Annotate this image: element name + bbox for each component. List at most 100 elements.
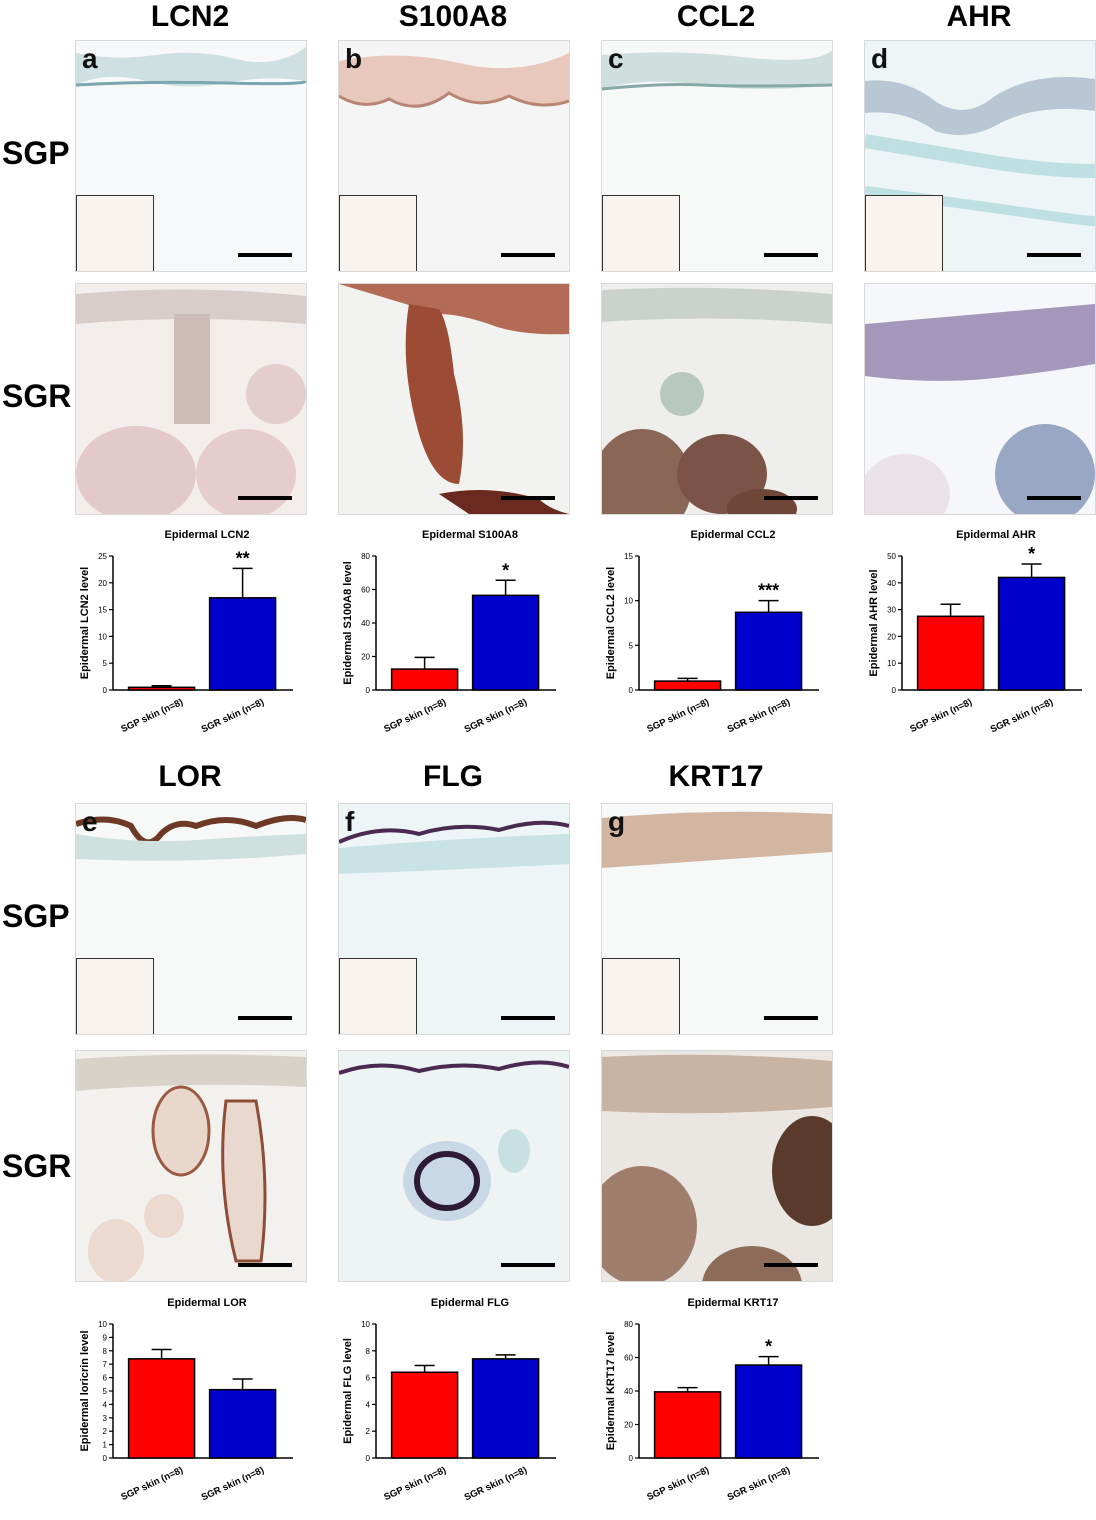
tissue-image <box>339 53 569 108</box>
panel-letter: a <box>82 43 98 74</box>
y-tick-label: 4 <box>366 1400 371 1409</box>
bar-chart-lcn2: Epidermal LCN2 Epidermal LCN2 level 0 5 10 15… <box>75 522 305 747</box>
chart-svg: Epidermal LOR Epidermal loricrin level 0 1 2… <box>79 1297 293 1504</box>
bar <box>734 611 803 691</box>
row-label-sgr-top: SGR <box>2 378 72 414</box>
bar-chart-s100a8: Epidermal S100A8 Epidermal S100A8 level 0 2… <box>338 522 568 747</box>
row-label-sgp-top: SGP <box>2 135 70 171</box>
bar-chart-ccl2: Epidermal CCL2 Epidermal CCL2 level 0 5 10 15… <box>601 522 831 747</box>
x-category-label: SGR skin (n=8) <box>463 697 529 736</box>
y-tick-label: 2 <box>103 1427 108 1436</box>
row-label-sgp-bottom: SGP <box>2 898 70 934</box>
negative-control-inset <box>76 958 154 1034</box>
y-tick-label: 6 <box>366 1374 371 1383</box>
chart-title: Epidermal LCN2 <box>165 529 250 541</box>
y-tick-label: 0 <box>366 1454 371 1463</box>
y-tick-label: 8 <box>103 1347 108 1356</box>
negative-control-inset <box>602 958 680 1034</box>
tissue-image <box>339 1060 569 1221</box>
micrograph-flg-sgr <box>338 1050 570 1282</box>
y-tick-label: 10 <box>624 597 633 606</box>
negative-control-inset <box>339 195 417 271</box>
bar-chart-lor: Epidermal LOR Epidermal loricrin level 0 1 2… <box>75 1290 305 1515</box>
y-tick-label: 20 <box>887 632 896 641</box>
chart-svg: Epidermal AHR Epidermal AHR level 0 10 20 30 4… <box>868 529 1082 735</box>
scale-bar <box>764 1016 818 1020</box>
x-category-label: SGR skin (n=8) <box>200 697 266 736</box>
panel-title-krt17: KRT17 <box>668 760 764 793</box>
tissue-image <box>339 820 569 874</box>
micrograph-ccl2-sgp: c <box>601 40 833 272</box>
scale-bar <box>238 253 292 257</box>
x-category-label: SGP skin (n=8) <box>645 1465 710 1503</box>
y-axis-label: Epidermal CCL2 level <box>605 567 617 680</box>
chart-title: Epidermal KRT17 <box>687 1297 778 1309</box>
micrograph-krt17-sgp: g <box>601 803 833 1035</box>
y-tick-label: 30 <box>887 606 896 615</box>
y-tick-label: 80 <box>361 552 370 561</box>
chart-title: Epidermal S100A8 <box>422 529 518 541</box>
scale-bar <box>764 1263 818 1267</box>
panel-title-flg: FLG <box>423 760 483 793</box>
y-tick-label: 5 <box>103 1387 108 1396</box>
y-tick-label: 10 <box>887 659 896 668</box>
bar <box>390 668 459 691</box>
tissue-image <box>76 47 306 87</box>
scale-bar <box>238 1016 292 1020</box>
bar-chart-ahr: Epidermal AHR Epidermal AHR level 0 10 20 30 4… <box>864 522 1094 747</box>
chart-title: Epidermal LOR <box>167 1297 247 1309</box>
panel-letter: c <box>608 43 624 74</box>
bar <box>916 615 985 691</box>
tissue-image <box>76 289 306 514</box>
chart-svg: Epidermal LCN2 Epidermal LCN2 level 0 5 10 15… <box>79 529 293 736</box>
tissue-image <box>865 304 1095 514</box>
y-tick-label: 4 <box>103 1400 108 1409</box>
micrograph-ahr-sgr <box>864 283 1096 515</box>
scale-bar <box>238 1263 292 1267</box>
tissue-image <box>602 811 832 868</box>
scale-bar <box>238 496 292 500</box>
y-tick-label: 8 <box>366 1347 371 1356</box>
y-tick-label: 50 <box>887 552 896 561</box>
y-axis-label: Epidermal S100A8 level <box>342 561 354 685</box>
y-tick-label: 0 <box>629 1454 634 1463</box>
chart-svg: Epidermal S100A8 Epidermal S100A8 level 0 2… <box>342 529 556 736</box>
micrograph-ccl2-sgr <box>601 283 833 515</box>
bar <box>734 1364 803 1459</box>
x-category-label: SGP skin (n=8) <box>908 697 973 735</box>
y-axis-label: Epidermal LCN2 level <box>79 567 91 680</box>
x-category-label: SGR skin (n=8) <box>200 1465 266 1504</box>
scale-bar <box>501 253 555 257</box>
y-tick-label: 5 <box>629 641 634 650</box>
x-category-label: SGP skin (n=8) <box>645 697 710 735</box>
y-tick-label: 9 <box>103 1333 108 1342</box>
bar <box>127 686 196 691</box>
significance-marker: * <box>765 1337 772 1357</box>
significance-marker: * <box>1028 544 1035 564</box>
panel-title-lor: LOR <box>158 760 222 793</box>
y-tick-label: 15 <box>98 606 107 615</box>
y-tick-label: 0 <box>103 686 108 695</box>
x-category-label: SGR skin (n=8) <box>726 697 792 736</box>
y-tick-label: 40 <box>361 619 370 628</box>
y-tick-label: 80 <box>624 1320 633 1329</box>
micrograph-lor-sgr <box>75 1050 307 1282</box>
tissue-image <box>602 51 832 91</box>
panel-letter: b <box>345 43 363 74</box>
y-tick-label: 60 <box>624 1354 633 1363</box>
y-tick-label: 25 <box>98 552 107 561</box>
scale-bar <box>1027 253 1081 257</box>
micrograph-s100a8-sgp: b <box>338 40 570 272</box>
bar <box>208 1388 277 1459</box>
chart-svg: Epidermal CCL2 Epidermal CCL2 level 0 5 10 15… <box>605 529 819 736</box>
micrograph-flg-sgp: f <box>338 803 570 1035</box>
tissue-image <box>602 287 832 514</box>
bar <box>127 1358 196 1459</box>
y-tick-label: 2 <box>366 1427 371 1436</box>
y-axis-label: Epidermal FLG level <box>342 1338 354 1444</box>
chart-svg: Epidermal KRT17 Epidermal KRT17 level 0 20 4… <box>605 1297 819 1503</box>
y-tick-label: 40 <box>887 579 896 588</box>
negative-control-inset <box>76 195 154 271</box>
bar-chart-krt17: Epidermal KRT17 Epidermal KRT17 level 0 20 4… <box>601 1290 831 1515</box>
scale-bar <box>764 496 818 500</box>
